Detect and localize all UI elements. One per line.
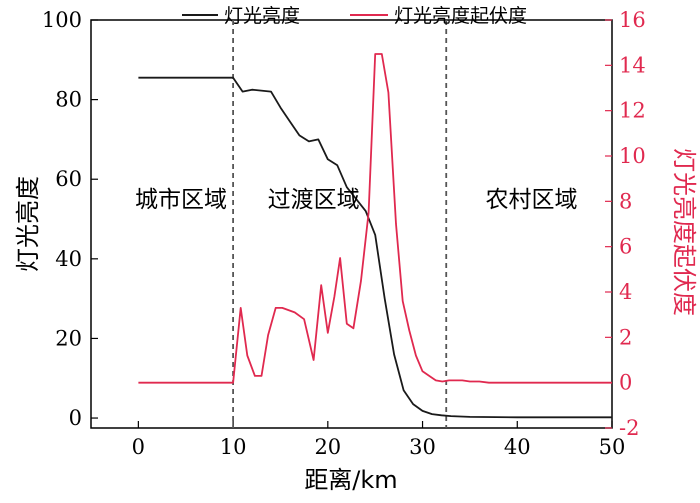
y-right-tick-label: -2 bbox=[619, 416, 639, 440]
y-right-tick-label: 4 bbox=[619, 280, 632, 304]
x-tick-label: 10 bbox=[220, 435, 247, 459]
y-right-tick-label: 16 bbox=[619, 8, 646, 32]
y-right-tick-label: 12 bbox=[619, 99, 646, 123]
y-axis-right-label: 灯光亮度起伏度 bbox=[670, 148, 698, 316]
y-left-tick-label: 0 bbox=[69, 406, 82, 430]
x-tick-label: 0 bbox=[132, 435, 145, 459]
legend-label-fluctuation: 灯光亮度起伏度 bbox=[394, 5, 527, 27]
y-right-tick-label: 2 bbox=[619, 325, 632, 349]
x-tick-label: 30 bbox=[409, 435, 436, 459]
y-left-tick-label: 100 bbox=[42, 8, 82, 32]
series-line-fluctuation bbox=[138, 53, 612, 384]
region-label: 过渡区域 bbox=[268, 187, 360, 213]
region-label: 农村区域 bbox=[485, 187, 577, 213]
y-left-tick-label: 80 bbox=[55, 88, 82, 112]
y-right-tick-label: 0 bbox=[619, 371, 632, 395]
legend: 灯光亮度 灯光亮度起伏度 bbox=[182, 5, 527, 27]
region-label: 城市区域 bbox=[135, 187, 227, 213]
x-axis-label: 距离/km bbox=[304, 466, 397, 494]
series-line-brightness bbox=[138, 76, 612, 419]
x-tick-label: 40 bbox=[504, 435, 531, 459]
y-left-tick-label: 40 bbox=[55, 247, 82, 271]
y-left-tick-label: 60 bbox=[55, 167, 82, 191]
y-axis-left-label: 灯光亮度 bbox=[14, 176, 42, 272]
y-right-tick-label: 10 bbox=[619, 144, 646, 168]
x-tick-label: 20 bbox=[314, 435, 341, 459]
y-right-tick-label: 8 bbox=[619, 189, 632, 213]
x-tick-label: 50 bbox=[599, 435, 626, 459]
y-right-tick-label: 14 bbox=[619, 53, 646, 77]
legend-label-brightness: 灯光亮度 bbox=[224, 5, 300, 27]
plot-frame bbox=[90, 19, 613, 429]
y-left-tick-label: 20 bbox=[55, 326, 82, 350]
y-right-tick-label: 6 bbox=[619, 235, 632, 259]
